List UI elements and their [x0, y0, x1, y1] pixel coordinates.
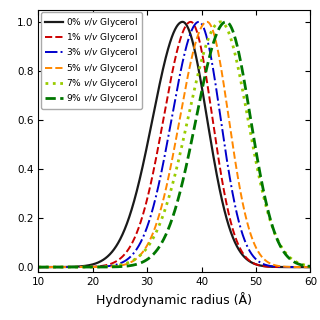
- X-axis label: Hydrodynamic radius (Å): Hydrodynamic radius (Å): [96, 292, 252, 308]
- Legend: 0% $\it{v/v}$ Glycerol, 1% $\it{v/v}$ Glycerol, 3% $\it{v/v}$ Glycerol, 5% $\it{: 0% $\it{v/v}$ Glycerol, 1% $\it{v/v}$ Gl…: [41, 12, 142, 109]
